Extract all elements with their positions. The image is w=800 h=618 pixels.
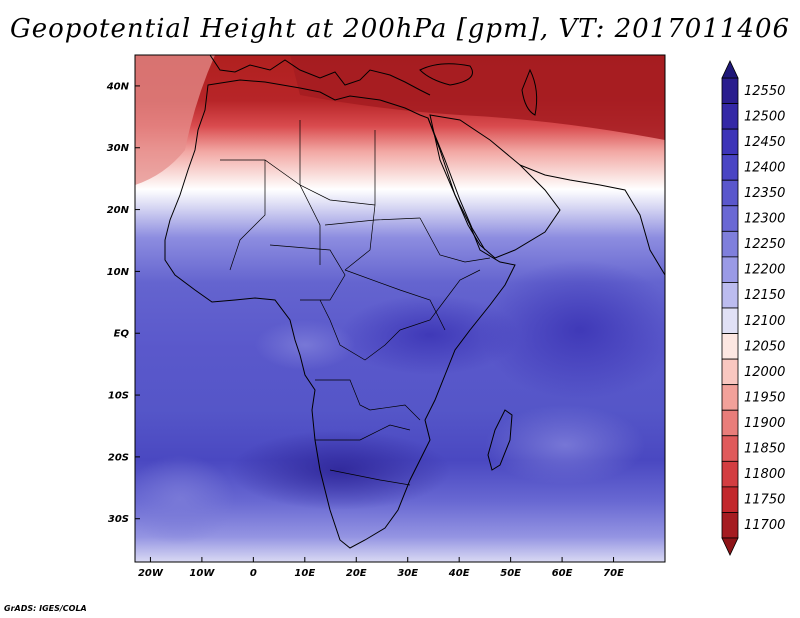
border (315, 379, 421, 421)
black-sea (419, 63, 473, 86)
colorbar-label: 12050 (744, 339, 785, 354)
caspian-sea (521, 68, 538, 116)
border (229, 160, 266, 271)
colorbar-swatch (721, 333, 739, 360)
lon-label: 60E (552, 568, 573, 579)
colorbar-label: 12250 (744, 237, 785, 252)
border (344, 269, 446, 331)
lat-label: 10N (107, 267, 130, 278)
colorbar-swatch (721, 384, 739, 411)
colorbar-arrow-bottom (721, 537, 739, 556)
lat-label: 20N (107, 205, 130, 216)
lon-label: 50E (500, 568, 521, 579)
colorbar-label: 12550 (744, 84, 785, 99)
colorbar-swatch (721, 230, 739, 258)
border (344, 130, 376, 271)
colorbar-label: 12350 (744, 186, 785, 201)
colorbar-swatch (721, 205, 739, 232)
colorbar-label: 12300 (744, 212, 785, 227)
grads-credit: GrADS: IGES/COLA (4, 604, 87, 613)
lon-label: 70E (603, 568, 624, 579)
colorbar-arrow-top (721, 60, 739, 79)
lon-label: 10W (189, 568, 215, 579)
chart-title: Geopotential Height at 200hPa [gpm], VT:… (9, 14, 791, 44)
colorbar-swatch (721, 486, 739, 513)
coastline (164, 55, 665, 549)
latitude-axis: 40N 30N 20N 10N EQ 10S 20S 30S (106, 81, 140, 525)
colorbar-label: 12000 (744, 365, 785, 380)
colorbar-label: 11950 (744, 390, 785, 405)
colorbar-swatch (721, 435, 739, 462)
colorbar-label: 11800 (744, 467, 785, 482)
border (324, 217, 421, 226)
longitude-axis: 20W 10W 0 10E 20E 30E 40E 50E 60E 70E (138, 557, 624, 579)
lat-label: 10S (108, 391, 129, 402)
colorbar-swatch (721, 128, 739, 156)
lat-label: EQ (114, 329, 130, 340)
colorbar-swatch (721, 512, 739, 539)
lat-label: 30N (107, 143, 130, 154)
border (419, 217, 491, 263)
colorbar-label: 12500 (744, 109, 785, 124)
madagascar-outline (487, 409, 513, 471)
colorbar-swatch (721, 77, 739, 104)
colorbar-swatch (721, 103, 739, 130)
border (319, 299, 401, 361)
lon-label: 40E (448, 568, 470, 579)
lon-label: 30E (397, 568, 418, 579)
colorbar-label: 12100 (744, 314, 785, 329)
lon-label: 20E (346, 568, 367, 579)
colorbar-swatch (721, 179, 739, 207)
colorbar-label: 12450 (744, 135, 785, 150)
colorbar-swatch (721, 358, 739, 386)
colorbar: 12550 12500 12450 12400 12350 12300 12250 12200… (721, 60, 785, 556)
lat-label: 20S (108, 452, 129, 463)
lat-label: 30S (108, 514, 129, 525)
arabia-outline (429, 114, 561, 259)
plot-frame (134, 54, 666, 563)
border (399, 269, 481, 331)
height-field (135, 55, 665, 562)
colorbar-label: 11900 (744, 416, 785, 431)
colorbar-label: 11750 (744, 493, 785, 508)
colorbar-label: 11850 (744, 442, 785, 457)
border (299, 120, 321, 265)
border (329, 469, 411, 486)
red-sea-coast (427, 117, 486, 251)
lat-label: 40N (106, 81, 130, 92)
country-borders (220, 120, 491, 486)
border (315, 424, 411, 441)
colorbar-swatch (721, 154, 739, 181)
colorbar-label: 11700 (744, 518, 785, 533)
lon-label: 0 (250, 568, 257, 579)
colorbar-swatch (721, 307, 739, 334)
colorbar-swatch (721, 282, 739, 309)
africa-outline (164, 79, 516, 549)
colorbar-swatch (721, 460, 739, 488)
asia-coast (519, 164, 665, 276)
lon-label: 20W (138, 568, 164, 579)
colorbar-swatch (721, 409, 739, 437)
colorbar-label: 12400 (744, 160, 785, 175)
lon-label: 10E (294, 568, 315, 579)
colorbar-swatch (721, 256, 739, 283)
colorbar-label: 12150 (744, 288, 785, 303)
europe-coast (209, 55, 431, 96)
colorbar-label: 12200 (744, 263, 785, 278)
